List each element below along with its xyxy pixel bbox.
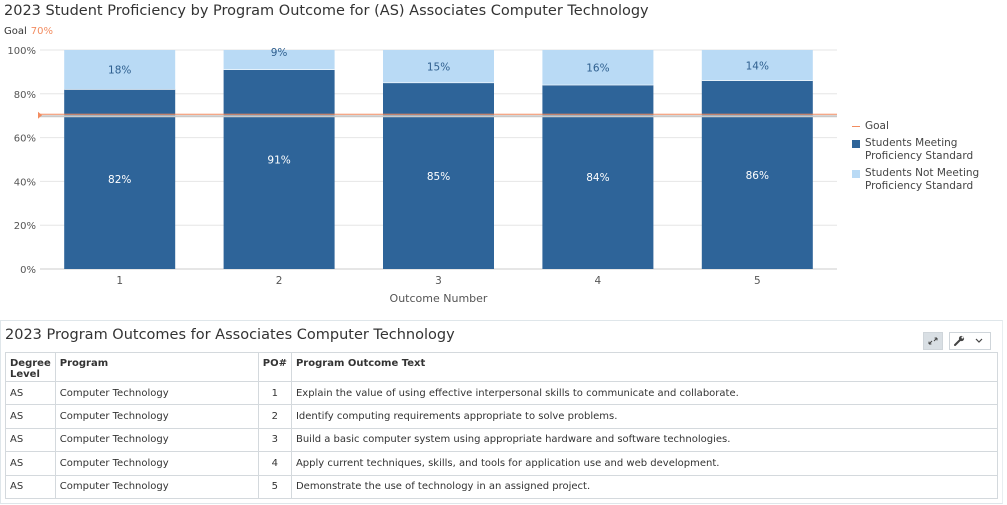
- cell-program: Computer Technology: [54, 380, 259, 406]
- cell-program: Computer Technology: [54, 427, 259, 453]
- bar-not-meeting: [701, 50, 813, 81]
- data-label-meeting: 84%: [586, 172, 609, 184]
- goal-label: Goal: [4, 26, 27, 37]
- goal-value: 70%: [30, 26, 54, 37]
- expand-button[interactable]: [923, 332, 943, 350]
- tools-menu-button[interactable]: [949, 332, 991, 350]
- cell-outcome-text: Apply current techniques, skills, and to…: [290, 451, 999, 476]
- header-outcome-text[interactable]: Program Outcome Text: [290, 352, 999, 382]
- legend-label: Students Meeting Proficiency Standard: [865, 137, 974, 162]
- cell-po: 2: [257, 404, 292, 429]
- bar-not-meeting: [223, 50, 335, 70]
- data-label-meeting: 82%: [108, 174, 131, 186]
- x-tick-label: 1: [116, 275, 123, 287]
- cell-program: Computer Technology: [54, 474, 259, 499]
- y-tick-label: 80%: [14, 90, 36, 101]
- x-tick-label: 2: [276, 275, 283, 287]
- x-tick-label: 3: [435, 275, 442, 287]
- table-header-row: Degree Level Program PO# Program Outcome…: [5, 352, 999, 382]
- cell-level: AS: [5, 404, 56, 429]
- y-tick-label: 20%: [14, 221, 36, 232]
- legend-label: Goal: [865, 120, 889, 132]
- cell-po: 1: [257, 380, 292, 406]
- header-degree-level[interactable]: Degree Level: [5, 352, 56, 382]
- legend-item-not-meeting[interactable]: Students Not Meeting Proficiency Standar…: [852, 167, 1005, 193]
- not-meeting-swatch: [852, 170, 860, 178]
- cell-po: 5: [257, 474, 292, 499]
- data-label-meeting: 85%: [427, 171, 450, 183]
- stacked-bar-chart: 0% 20% 40% 60% 80% 100% 82% 18% 1 91% 9% 2 85% 15% 3 84…: [7, 46, 837, 305]
- table-row: AS Computer Technology 2 Identify comput…: [5, 404, 999, 429]
- cell-po: 4: [257, 451, 292, 476]
- bar-meeting: [64, 89, 176, 269]
- data-label-not-meeting: 18%: [108, 65, 131, 77]
- x-tick-label: 5: [754, 275, 761, 287]
- x-axis-title: Outcome Number: [390, 292, 488, 305]
- cell-po: 3: [257, 427, 292, 453]
- y-tick-label: 100%: [7, 46, 36, 57]
- table-title: 2023 Program Outcomes for Associates Com…: [5, 327, 455, 343]
- chart-legend: Goal Students Meeting Proficiency Standa…: [852, 120, 1005, 197]
- bar-meeting: [701, 80, 813, 269]
- cell-level: AS: [5, 474, 56, 499]
- outcomes-table: Degree Level Program PO# Program Outcome…: [5, 352, 999, 499]
- table-row: AS Computer Technology 3 Build a basic c…: [5, 427, 999, 453]
- expand-icon: [928, 337, 938, 345]
- x-tick-label: 4: [595, 275, 602, 287]
- cell-program: Computer Technology: [54, 404, 259, 429]
- goal-indicator: Goal 70%: [4, 26, 53, 37]
- data-label-not-meeting: 14%: [746, 60, 769, 72]
- data-label-meeting: 86%: [746, 170, 769, 182]
- cell-level: AS: [5, 380, 56, 406]
- data-label-meeting: 91%: [267, 154, 290, 166]
- legend-item-meeting[interactable]: Students Meeting Proficiency Standard: [852, 137, 1005, 163]
- legend-item-goal[interactable]: Goal: [852, 120, 1005, 133]
- cell-level: AS: [5, 427, 56, 453]
- cell-level: AS: [5, 451, 56, 476]
- data-label-not-meeting: 15%: [427, 61, 450, 73]
- bar-not-meeting: [542, 50, 654, 86]
- bar-meeting: [223, 69, 335, 270]
- bar-not-meeting: [64, 50, 176, 90]
- meeting-swatch: [852, 140, 860, 148]
- header-po-number[interactable]: PO#: [257, 352, 292, 382]
- cell-outcome-text: Explain the value of using effective int…: [290, 380, 999, 406]
- bar-not-meeting: [383, 50, 494, 83]
- table-row: AS Computer Technology 1 Explain the val…: [5, 380, 999, 406]
- chart-title: 2023 Student Proficiency by Program Outc…: [4, 3, 649, 19]
- goal-line-swatch: [852, 126, 860, 127]
- wrench-icon: [954, 335, 983, 346]
- header-program[interactable]: Program: [54, 352, 259, 382]
- cell-outcome-text: Build a basic computer system using appr…: [290, 427, 999, 453]
- cell-program: Computer Technology: [54, 451, 259, 476]
- y-tick-label: 60%: [14, 134, 36, 145]
- goal-marker: [38, 111, 42, 119]
- data-label-not-meeting: 16%: [586, 63, 609, 75]
- cell-outcome-text: Identify computing requirements appropri…: [290, 404, 999, 429]
- cell-outcome-text: Demonstrate the use of technology in an …: [290, 474, 999, 499]
- data-label-not-meeting: 9%: [271, 47, 288, 59]
- program-outcomes-panel: 2023 Program Outcomes for Associates Com…: [0, 320, 1003, 504]
- table-row: AS Computer Technology 5 Demonstrate the…: [5, 474, 999, 499]
- y-tick-label: 40%: [14, 177, 36, 188]
- legend-label: Students Not Meeting Proficiency Standar…: [865, 167, 980, 192]
- table-row: AS Computer Technology 4 Apply current t…: [5, 451, 999, 476]
- y-tick-label: 0%: [20, 265, 36, 276]
